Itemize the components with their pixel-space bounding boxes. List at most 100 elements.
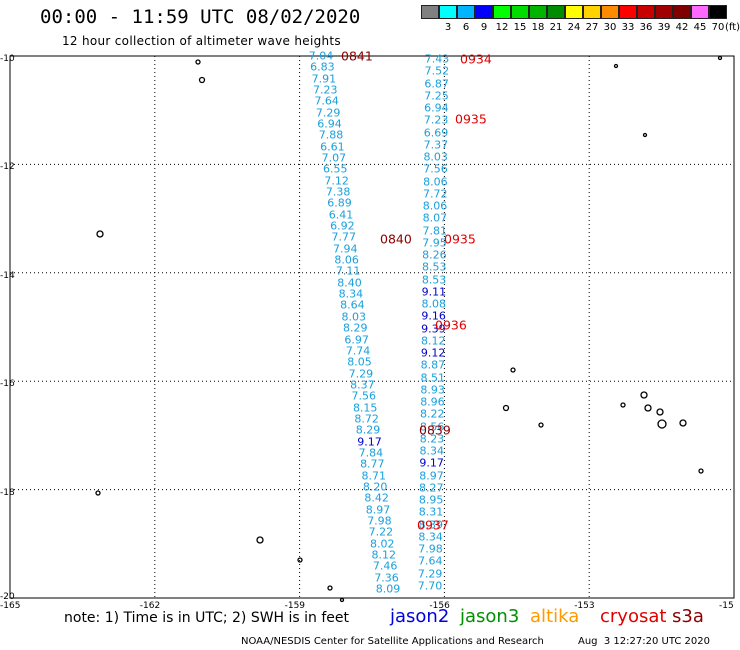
wave-height-value: 8.26	[422, 248, 447, 262]
wave-height-value: 6.92	[330, 219, 355, 233]
wave-height-value: 8.29	[355, 423, 381, 437]
island-outline	[620, 402, 626, 408]
island-outline	[510, 367, 516, 373]
wave-height-value: 7.29	[315, 106, 341, 120]
satellite-legend-cryosat: cryosat	[600, 606, 667, 627]
scale-label: 12	[495, 22, 509, 33]
island-outline	[297, 557, 303, 563]
wave-height-value: 7.22	[368, 525, 394, 539]
island-outline	[95, 490, 101, 496]
longitude-tick-label: -159	[284, 601, 306, 611]
wave-height-value: 9.17	[419, 456, 444, 470]
pass-time-label: 0840	[380, 231, 412, 247]
wave-height-value: 8.05	[347, 355, 372, 369]
wave-height-value: 7.84	[358, 446, 384, 460]
wave-height-value: 7.23	[423, 113, 449, 127]
scale-swatch	[583, 5, 601, 19]
island-outline	[198, 76, 206, 84]
wave-height-value: 7.56	[351, 389, 377, 403]
wave-height-value: 7.95	[422, 236, 447, 250]
wave-height-value: 7.37	[423, 138, 449, 152]
wave-height-value: 8.87	[420, 358, 446, 372]
scale-label: 9	[480, 22, 488, 33]
latitude-tick-label: -20	[0, 592, 15, 602]
wave-height-value: 8.42	[364, 491, 389, 505]
generated-timestamp: Aug 3 12:27:20 UTC 2020	[578, 636, 710, 647]
wave-height-value: 8.15	[352, 401, 378, 415]
wave-height-value: 8.20	[362, 480, 388, 494]
scale-swatch	[493, 5, 511, 19]
wave-height-value: 8.12	[421, 334, 446, 348]
island-outline	[502, 404, 510, 412]
longitude-tick-label: -165	[0, 601, 21, 611]
longitude-tick-label: -15	[719, 601, 734, 611]
map-subtitle: 12 hour collection of altimeter wave hei…	[62, 34, 341, 48]
wave-height-value: 7.70	[417, 579, 443, 593]
wave-height-value: 8.39	[418, 518, 444, 532]
longitude-tick-label: -156	[429, 601, 450, 611]
island-outline	[613, 63, 619, 69]
wave-height-value: 7.11	[335, 264, 361, 278]
wave-height-value: 8.51	[420, 371, 446, 385]
satellite-legend-altika: altika	[530, 606, 580, 627]
scale-swatch	[565, 5, 583, 19]
wave-height-value: 8.23	[419, 432, 445, 446]
pass-time-label: 0935	[444, 231, 476, 247]
scale-label: 15	[513, 22, 527, 33]
wave-height-value: 7.29	[417, 567, 443, 581]
wave-height-value: 8.34	[419, 444, 445, 458]
wave-height-value: 6.83	[310, 60, 335, 74]
island-outline	[698, 468, 704, 474]
scale-swatch	[511, 5, 529, 19]
wave-height-value: 7.98	[418, 542, 443, 556]
scale-label: 21	[549, 22, 563, 33]
wave-height-value: 7.43	[424, 52, 450, 66]
island-outline	[327, 585, 333, 591]
scale-swatch	[475, 5, 493, 19]
pass-time-label: 0935	[455, 111, 487, 127]
wave-height-value: 8.22	[420, 407, 445, 421]
satellite-legend-s3a: s3a	[672, 606, 704, 627]
scale-swatch	[691, 5, 709, 19]
wave-height-value: 7.29	[348, 367, 374, 381]
wave-height-value: 8.06	[422, 199, 448, 213]
scale-swatch	[601, 5, 619, 19]
wave-height-value: 6.94	[317, 117, 342, 131]
wave-height-value: 8.53	[421, 260, 447, 274]
wave-height-value: 8.31	[418, 505, 444, 519]
island-outline	[538, 422, 544, 428]
pass-time-label: 0839	[419, 422, 451, 438]
wave-height-value: 9.39	[421, 322, 446, 336]
wave-height-value: 6.97	[344, 333, 369, 346]
scale-label: 3	[444, 22, 452, 33]
wave-height-value: 7.74	[345, 344, 371, 358]
wave-height-value: 8.37	[350, 378, 375, 392]
island-outline	[339, 597, 345, 603]
scale-swatch	[421, 5, 439, 19]
longitude-tick-label: -153	[574, 601, 595, 611]
wave-height-value: 6.61	[320, 140, 345, 154]
scale-label: 6	[462, 22, 470, 33]
wave-height-value: 6.55	[323, 162, 348, 176]
wave-height-value: 8.71	[361, 469, 386, 483]
wave-height-value: 8.40	[337, 276, 362, 290]
wave-height-value: 7.23	[313, 83, 338, 97]
wave-height-value: 7.98	[367, 514, 392, 528]
longitude-tick-label: -162	[139, 601, 161, 611]
wave-height-value: 7.64	[418, 554, 443, 568]
wave-height-value: 8.34	[418, 530, 443, 544]
scale-swatch	[673, 5, 691, 19]
wave-height-value: 7.64	[314, 94, 339, 108]
wave-height-value: 7.07	[321, 151, 347, 165]
wave-height-value: 8.06	[334, 253, 359, 267]
wave-height-value: 8.08	[421, 297, 446, 311]
scale-label: 42	[675, 22, 689, 33]
scale-swatch	[457, 5, 475, 19]
wave-height-value: 8.97	[419, 469, 444, 483]
map-gridlines	[10, 56, 734, 598]
wave-height-value: 8.34	[338, 287, 364, 301]
scale-swatch	[439, 5, 457, 19]
wave-height-value: 8.03	[341, 310, 367, 324]
wave-height-value: 8.77	[360, 457, 385, 471]
scale-label: 36	[639, 22, 653, 33]
